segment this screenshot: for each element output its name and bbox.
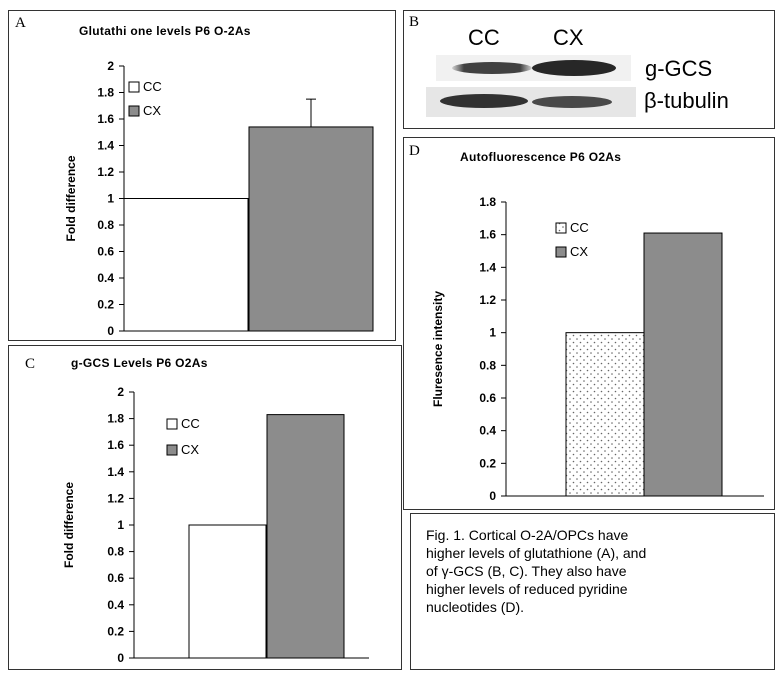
chart-d-bar-cx bbox=[643, 232, 723, 497]
caption: Fig. 1. Cortical O-2A/OPCs have higher l… bbox=[426, 526, 646, 616]
chart-c-bar-cx bbox=[266, 414, 345, 659]
lane-label-cc: CC bbox=[468, 25, 500, 50]
chart-c-y-label: Fold difference bbox=[62, 482, 76, 568]
caption-line: higher levels of glutathione (A), and bbox=[426, 545, 647, 561]
chart-d-legend-swatch bbox=[555, 222, 567, 234]
chart-d-tick-label: 1 bbox=[489, 326, 496, 340]
chart-a-legend-label: CX bbox=[143, 103, 161, 118]
chart-d-tick-label: 1.2 bbox=[479, 293, 496, 307]
chart-d-legend-label: CC bbox=[570, 220, 589, 235]
chart-a-y-label: Fold difference bbox=[64, 155, 78, 241]
chart-a: 0 0.2 0.4 0.6 0.8 1 1.2 1.4 1.6 1.8 2 Fold differen… bbox=[64, 59, 374, 338]
chart-a-tick-label: 1 bbox=[107, 192, 114, 206]
chart-d-bar-cc bbox=[565, 332, 645, 497]
chart-a-tick-label: 1.8 bbox=[97, 86, 114, 100]
chart-c-tick-label: 1.8 bbox=[107, 412, 124, 426]
chart-c-tick-label: 1 bbox=[117, 518, 124, 532]
panel-a-title: Glutathi one levels P6 O-2As bbox=[79, 24, 251, 38]
chart-d-tick-label: 1.6 bbox=[479, 228, 496, 242]
chart-c: 0 0.2 0.4 0.6 0.8 1 1.2 1.4 1.6 1.8 2 Fold differen… bbox=[62, 385, 369, 665]
caption-box: Fig. 1. Cortical O-2A/OPCs have higher l… bbox=[410, 513, 775, 670]
chart-a-tick-label: 0 bbox=[107, 324, 114, 338]
blot-image bbox=[426, 55, 636, 117]
lane-label-cx: CX bbox=[553, 25, 584, 50]
chart-d-legend-swatch bbox=[555, 246, 567, 258]
panel-d-letter: D bbox=[409, 143, 420, 159]
chart-d-tick-label: 0.2 bbox=[479, 456, 496, 470]
panel-d: D Autofluorescence P6 O2As 0 0.2 0.4 0.6 0.8… bbox=[403, 137, 775, 510]
chart-a-tick-label: 0.8 bbox=[97, 218, 114, 232]
panel-a: A Glutathi one levels P6 O-2As 0 0.2 0.4 0.… bbox=[8, 10, 396, 341]
panel-c-letter: C bbox=[25, 356, 36, 372]
chart-a-tick-label: 1.6 bbox=[97, 112, 114, 126]
chart-c-tick-label: 0 bbox=[117, 651, 124, 665]
caption-line: of γ-GCS (B, C). They also have bbox=[426, 563, 627, 579]
chart-c-legend-label: CX bbox=[181, 442, 199, 457]
chart-d-tick-label: 1.4 bbox=[479, 260, 496, 274]
chart-c-tick-label: 1.4 bbox=[107, 465, 124, 479]
chart-a-legend-swatch bbox=[128, 105, 140, 117]
chart-d-y-label: Fluresence intensity bbox=[431, 291, 445, 407]
chart-c-bar-cc bbox=[188, 524, 267, 659]
panel-c-title: g-GCS Levels P6 O2As bbox=[71, 356, 208, 370]
panel-b-letter: B bbox=[409, 14, 420, 30]
chart-a-tick-label: 0.4 bbox=[97, 271, 114, 285]
chart-d-legend-label: CX bbox=[570, 244, 588, 259]
chart-a-legend-label: CC bbox=[143, 79, 162, 94]
chart-a-tick-label: 1.4 bbox=[97, 139, 114, 153]
chart-a-tick-label: 0.2 bbox=[97, 298, 114, 312]
panel-a-letter: A bbox=[15, 15, 26, 31]
chart-c-tick-label: 0.2 bbox=[107, 624, 124, 638]
chart-a-bar-cx bbox=[248, 126, 374, 332]
chart-c-tick-label: 2 bbox=[117, 385, 124, 399]
chart-a-legend-swatch bbox=[128, 81, 140, 93]
panel-d-title: Autofluorescence P6 O2As bbox=[460, 150, 622, 164]
chart-d: 0 0.2 0.4 0.6 0.8 1 1.2 1.4 1.6 1.8 Fluresence int… bbox=[431, 195, 764, 503]
chart-c-tick-label: 0.8 bbox=[107, 545, 124, 559]
chart-c-tick-label: 1.2 bbox=[107, 491, 124, 505]
chart-c-tick-label: 0.6 bbox=[107, 571, 124, 585]
chart-d-tick-label: 1.8 bbox=[479, 195, 496, 209]
caption-line: Fig. 1. Cortical O-2A/OPCs have bbox=[426, 527, 629, 543]
chart-a-tick-label: 0.6 bbox=[97, 245, 114, 259]
chart-c-tick-label: 1.6 bbox=[107, 438, 124, 452]
chart-a-tick-label: 1.2 bbox=[97, 165, 114, 179]
chart-d-tick-label: 0 bbox=[489, 489, 496, 503]
band-label-tubulin: β-tubulin bbox=[644, 88, 729, 113]
panel-b: B CC CX g-GCS β-tubulin bbox=[403, 10, 775, 129]
chart-a-tick-label: 2 bbox=[107, 59, 114, 73]
chart-c-tick-label: 0.4 bbox=[107, 598, 124, 612]
chart-d-tick-label: 0.4 bbox=[479, 424, 496, 438]
chart-c-legend-swatch bbox=[166, 444, 178, 456]
chart-c-legend-label: CC bbox=[181, 416, 200, 431]
chart-a-bar-cc bbox=[123, 198, 249, 332]
chart-c-legend-swatch bbox=[166, 418, 178, 430]
band-label-ggcs: g-GCS bbox=[645, 56, 713, 81]
panel-c: C g-GCS Levels P6 O2As 0 0.2 0.4 0.6 0.8 1 1.2… bbox=[8, 345, 402, 670]
caption-line: higher levels of reduced pyridine bbox=[426, 581, 628, 597]
chart-d-tick-label: 0.6 bbox=[479, 391, 496, 405]
chart-d-tick-label: 0.8 bbox=[479, 358, 496, 372]
caption-line: nucleotides (D). bbox=[426, 599, 525, 615]
